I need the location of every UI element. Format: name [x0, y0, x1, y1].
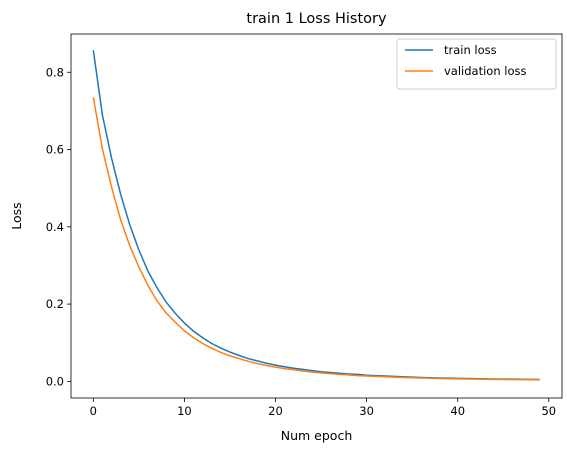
legend-box [396, 38, 557, 90]
x-axis: 0 10 20 30 40 50 [90, 398, 556, 418]
x-tick-label: 30 [359, 404, 374, 418]
y-tick-label: 0.8 [46, 65, 64, 79]
x-tick-label: 10 [177, 404, 192, 418]
chart-title: train 1 Loss History [246, 11, 387, 27]
plot-frame [70, 33, 563, 399]
y-axis: 0.0 0.2 0.4 0.6 0.8 [46, 65, 71, 388]
legend: train loss validation loss [396, 38, 557, 90]
y-tick-label: 0.0 [46, 374, 64, 388]
legend-label-train-loss: train loss [444, 43, 497, 57]
x-axis-label: Num epoch [281, 428, 353, 443]
y-axis-label: Loss [9, 202, 24, 229]
legend-label-validation-loss: validation loss [444, 64, 527, 78]
y-tick-label: 0.2 [46, 297, 64, 311]
y-tick-label: 0.4 [46, 220, 64, 234]
plot-lines [92, 50, 540, 381]
x-tick-label: 50 [541, 404, 556, 418]
x-tick-label: 0 [90, 404, 97, 418]
x-tick-label: 20 [268, 404, 283, 418]
series-line-validation-loss [92, 97, 540, 381]
y-tick-label: 0.6 [46, 143, 64, 157]
x-tick-label: 40 [450, 404, 465, 418]
